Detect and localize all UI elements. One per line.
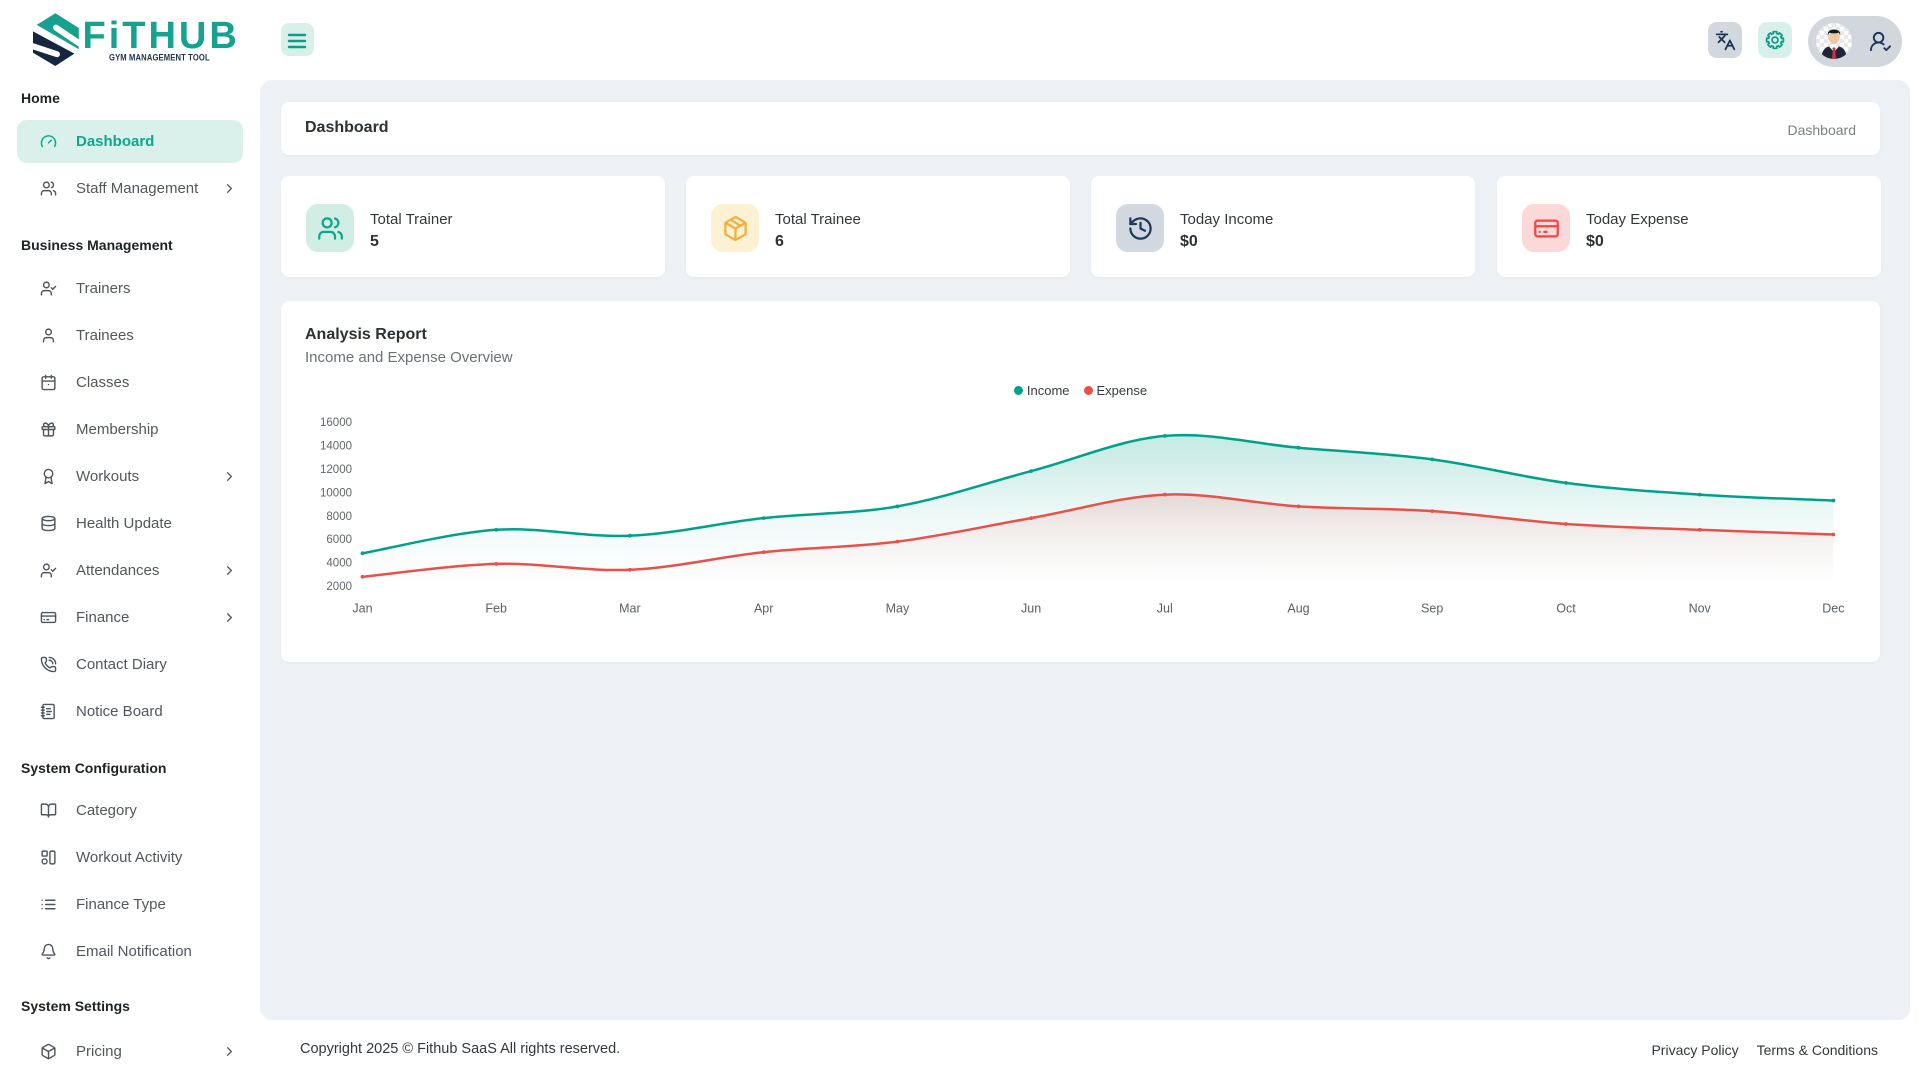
svg-text:Nov: Nov — [1689, 602, 1712, 616]
svg-text:16000: 16000 — [320, 417, 352, 429]
svg-text:May: May — [886, 602, 910, 616]
svg-text:Dec: Dec — [1822, 602, 1844, 616]
svg-text:FiTHUB: FiTHUB — [83, 15, 240, 57]
svg-text:2000: 2000 — [326, 581, 352, 593]
svg-text:Aug: Aug — [1287, 602, 1309, 616]
svg-text:8000: 8000 — [326, 511, 352, 523]
svg-text:14000: 14000 — [320, 440, 352, 452]
svg-text:Jan: Jan — [352, 602, 372, 616]
svg-text:12000: 12000 — [320, 464, 352, 476]
svg-text:Jun: Jun — [1021, 602, 1041, 616]
svg-text:Oct: Oct — [1556, 602, 1576, 616]
svg-text:4000: 4000 — [326, 558, 352, 570]
svg-text:Apr: Apr — [754, 602, 773, 616]
svg-text:10000: 10000 — [320, 487, 352, 499]
svg-text:6000: 6000 — [326, 534, 352, 546]
svg-text:Jul: Jul — [1157, 602, 1173, 616]
svg-text:Sep: Sep — [1421, 602, 1443, 616]
svg-text:Mar: Mar — [619, 602, 641, 616]
svg-text:Feb: Feb — [485, 602, 507, 616]
svg-text:GYM MANAGEMENT TOOL: GYM MANAGEMENT TOOL — [109, 52, 210, 63]
